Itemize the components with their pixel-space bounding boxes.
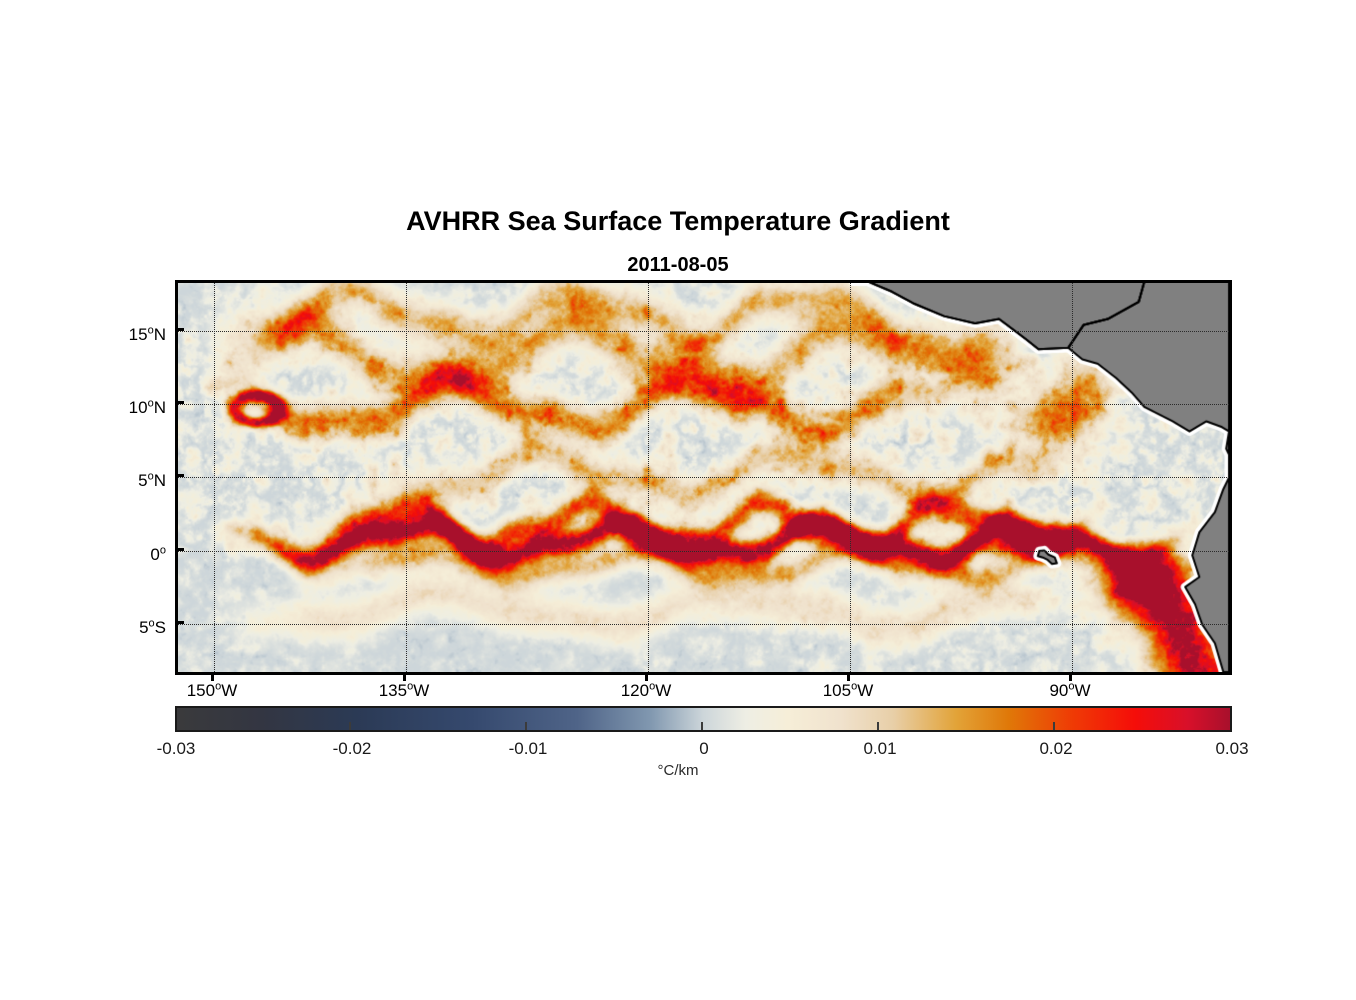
ytick-label-5n: 5oN: [138, 470, 166, 490]
colorbar-label-6: 0.03: [1215, 739, 1249, 758]
xtick-label-150w: 150oW: [186, 680, 238, 700]
colorbar-unit-label: °C/km: [657, 762, 699, 779]
colorbar-label-3: 0: [699, 739, 709, 758]
colorbar-tick-pos002: [1053, 722, 1055, 730]
xtick-mark-105w: [847, 672, 850, 681]
ytick-label-15n: 15oN: [128, 324, 166, 344]
colorbar-label-4: 0.01: [863, 739, 897, 758]
xtick-label-135w: 135oW: [378, 680, 430, 700]
map-plot-area[interactable]: [175, 280, 1232, 675]
chart-subtitle-date: 2011-08-05: [627, 254, 729, 276]
colorbar-label-0: -0.03: [156, 739, 196, 758]
xtick-mark-135w: [403, 672, 406, 681]
colorbar-tick-neg002: [349, 722, 351, 730]
colorbar-tick-neg001: [525, 722, 527, 730]
ytick-label-5s: 5oS: [139, 617, 166, 637]
ytick-mark-10n: [175, 401, 184, 404]
xtick-mark-120w: [645, 672, 648, 681]
sst-gradient-heatmap: [178, 283, 1229, 672]
colorbar-tick-zero: [701, 722, 703, 730]
xtick-mark-150w: [211, 672, 214, 681]
xtick-label-120w: 120oW: [620, 680, 672, 700]
ytick-mark-5s: [175, 621, 184, 624]
colorbar-label-1: -0.02: [332, 739, 372, 758]
colorbar-label-2: -0.01: [508, 739, 548, 758]
ytick-mark-15n: [175, 328, 184, 331]
colorbar-label-5: 0.02: [1039, 739, 1073, 758]
ytick-mark-0: [175, 548, 184, 551]
xtick-label-105w: 105oW: [822, 680, 874, 700]
page-title: AVHRR Sea Surface Temperature Gradient: [406, 206, 950, 236]
ytick-mark-5n: [175, 474, 184, 477]
colorbar-tick-pos001: [877, 722, 879, 730]
ytick-label-0: 0o: [150, 544, 166, 564]
ytick-label-10n: 10oN: [128, 397, 166, 417]
colorbar-gradient: [177, 708, 1230, 730]
xtick-mark-90w: [1069, 672, 1072, 681]
xtick-label-90w: 90oW: [1049, 680, 1091, 700]
colorbar[interactable]: [175, 706, 1232, 732]
